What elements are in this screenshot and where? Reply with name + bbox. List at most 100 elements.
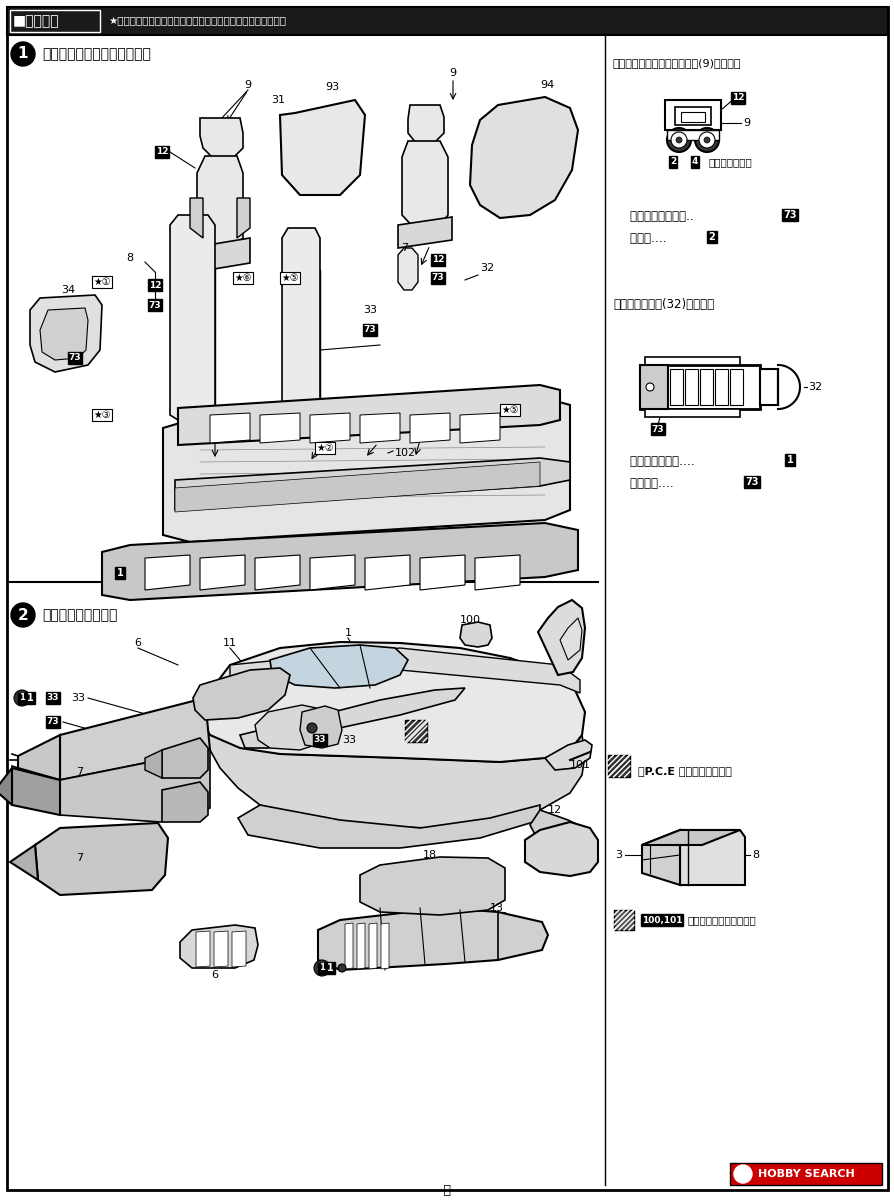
Polygon shape (196, 931, 210, 967)
Circle shape (695, 128, 718, 152)
Polygon shape (240, 688, 465, 748)
Text: 31: 31 (271, 95, 284, 104)
Text: 94: 94 (539, 80, 553, 90)
Text: ★②: ★② (316, 443, 333, 452)
Circle shape (704, 137, 709, 143)
Circle shape (698, 132, 714, 148)
Polygon shape (475, 554, 519, 590)
Polygon shape (30, 295, 102, 372)
Text: 1: 1 (27, 692, 33, 703)
Text: 9: 9 (742, 118, 749, 128)
Bar (670, 370, 682, 404)
Circle shape (151, 281, 159, 289)
Text: ―２―: ―２― (430, 1183, 463, 1196)
Bar (674, 107, 710, 125)
Text: 18: 18 (423, 850, 436, 860)
Polygon shape (190, 238, 249, 272)
Text: ★機体の塩装は、裏面の塩装とマーキング図を参照ください。: ★機体の塩装は、裏面の塩装とマーキング図を参照ください。 (108, 16, 286, 26)
Text: 6: 6 (211, 970, 218, 980)
Polygon shape (282, 228, 320, 422)
Bar (730, 370, 742, 404)
Polygon shape (102, 523, 578, 600)
Circle shape (670, 132, 687, 148)
Polygon shape (544, 740, 591, 770)
Polygon shape (162, 738, 207, 778)
Text: 胴体内側‥‥: 胴体内側‥‥ (629, 476, 677, 490)
Polygon shape (60, 750, 210, 822)
Text: 8: 8 (751, 850, 758, 860)
Polygon shape (469, 97, 578, 218)
Polygon shape (210, 413, 249, 443)
Polygon shape (409, 413, 450, 443)
Polygon shape (199, 642, 585, 762)
Bar (613, 910, 633, 930)
Polygon shape (309, 554, 355, 590)
Polygon shape (357, 923, 365, 970)
Text: 7: 7 (76, 767, 83, 778)
Text: 8: 8 (126, 253, 133, 263)
Text: 32: 32 (479, 263, 493, 272)
Text: 《胴体の組み立て》: 《胴体の組み立て》 (42, 608, 117, 622)
Text: 33: 33 (363, 305, 376, 314)
Polygon shape (145, 750, 162, 778)
Text: （チェック柄）: （チェック柄） (708, 157, 752, 167)
Text: 12: 12 (431, 256, 443, 264)
Polygon shape (10, 845, 38, 880)
Polygon shape (359, 413, 400, 443)
Text: 33: 33 (342, 734, 356, 745)
Text: 73: 73 (363, 325, 375, 335)
Polygon shape (12, 768, 60, 815)
Polygon shape (170, 215, 215, 420)
Text: 73: 73 (651, 425, 663, 433)
Polygon shape (230, 648, 579, 692)
Polygon shape (359, 857, 504, 914)
Polygon shape (419, 554, 465, 590)
Text: 12: 12 (731, 94, 744, 102)
Polygon shape (18, 734, 60, 780)
Text: インテイク内側‥‥: インテイク内側‥‥ (629, 455, 697, 468)
Text: 73: 73 (148, 300, 161, 310)
Polygon shape (255, 554, 299, 590)
Text: 《フェイスカーテンハンドル(9)の塩装》: 《フェイスカーテンハンドル(9)の塩装》 (612, 58, 740, 68)
Circle shape (14, 690, 30, 706)
Bar (699, 370, 713, 404)
Text: 1: 1 (786, 455, 792, 464)
Text: 9: 9 (449, 68, 456, 78)
Text: 1: 1 (116, 568, 123, 578)
Text: 101: 101 (569, 760, 590, 770)
Polygon shape (309, 413, 350, 443)
Text: 34: 34 (61, 284, 75, 295)
Polygon shape (205, 734, 585, 828)
Bar (645, 358, 739, 365)
Polygon shape (238, 805, 539, 848)
Polygon shape (679, 830, 744, 886)
Polygon shape (199, 118, 243, 158)
Polygon shape (368, 923, 376, 970)
Circle shape (338, 964, 346, 972)
Bar (684, 370, 697, 404)
Text: ★⑤: ★⑤ (281, 272, 299, 283)
Circle shape (11, 602, 35, 626)
Text: ★⑥: ★⑥ (234, 272, 251, 283)
Text: 73: 73 (69, 354, 81, 362)
Circle shape (666, 128, 690, 152)
Text: ★①: ★① (93, 277, 111, 287)
Text: 12: 12 (148, 281, 161, 289)
Circle shape (733, 1165, 751, 1183)
Text: 7: 7 (76, 853, 83, 863)
Text: 11: 11 (223, 638, 237, 648)
Polygon shape (237, 198, 249, 238)
Polygon shape (401, 140, 448, 230)
Polygon shape (280, 100, 365, 194)
Bar (680, 112, 704, 122)
Text: 1: 1 (344, 628, 351, 638)
Polygon shape (180, 925, 257, 968)
Polygon shape (232, 931, 246, 967)
Text: 2: 2 (18, 607, 29, 623)
Bar (10, 10, 100, 32)
Text: 2: 2 (708, 232, 714, 242)
Text: 1: 1 (18, 47, 29, 61)
Circle shape (307, 722, 316, 733)
Text: 13: 13 (489, 902, 503, 913)
Text: ■組み立て: ■組み立て (13, 14, 60, 28)
